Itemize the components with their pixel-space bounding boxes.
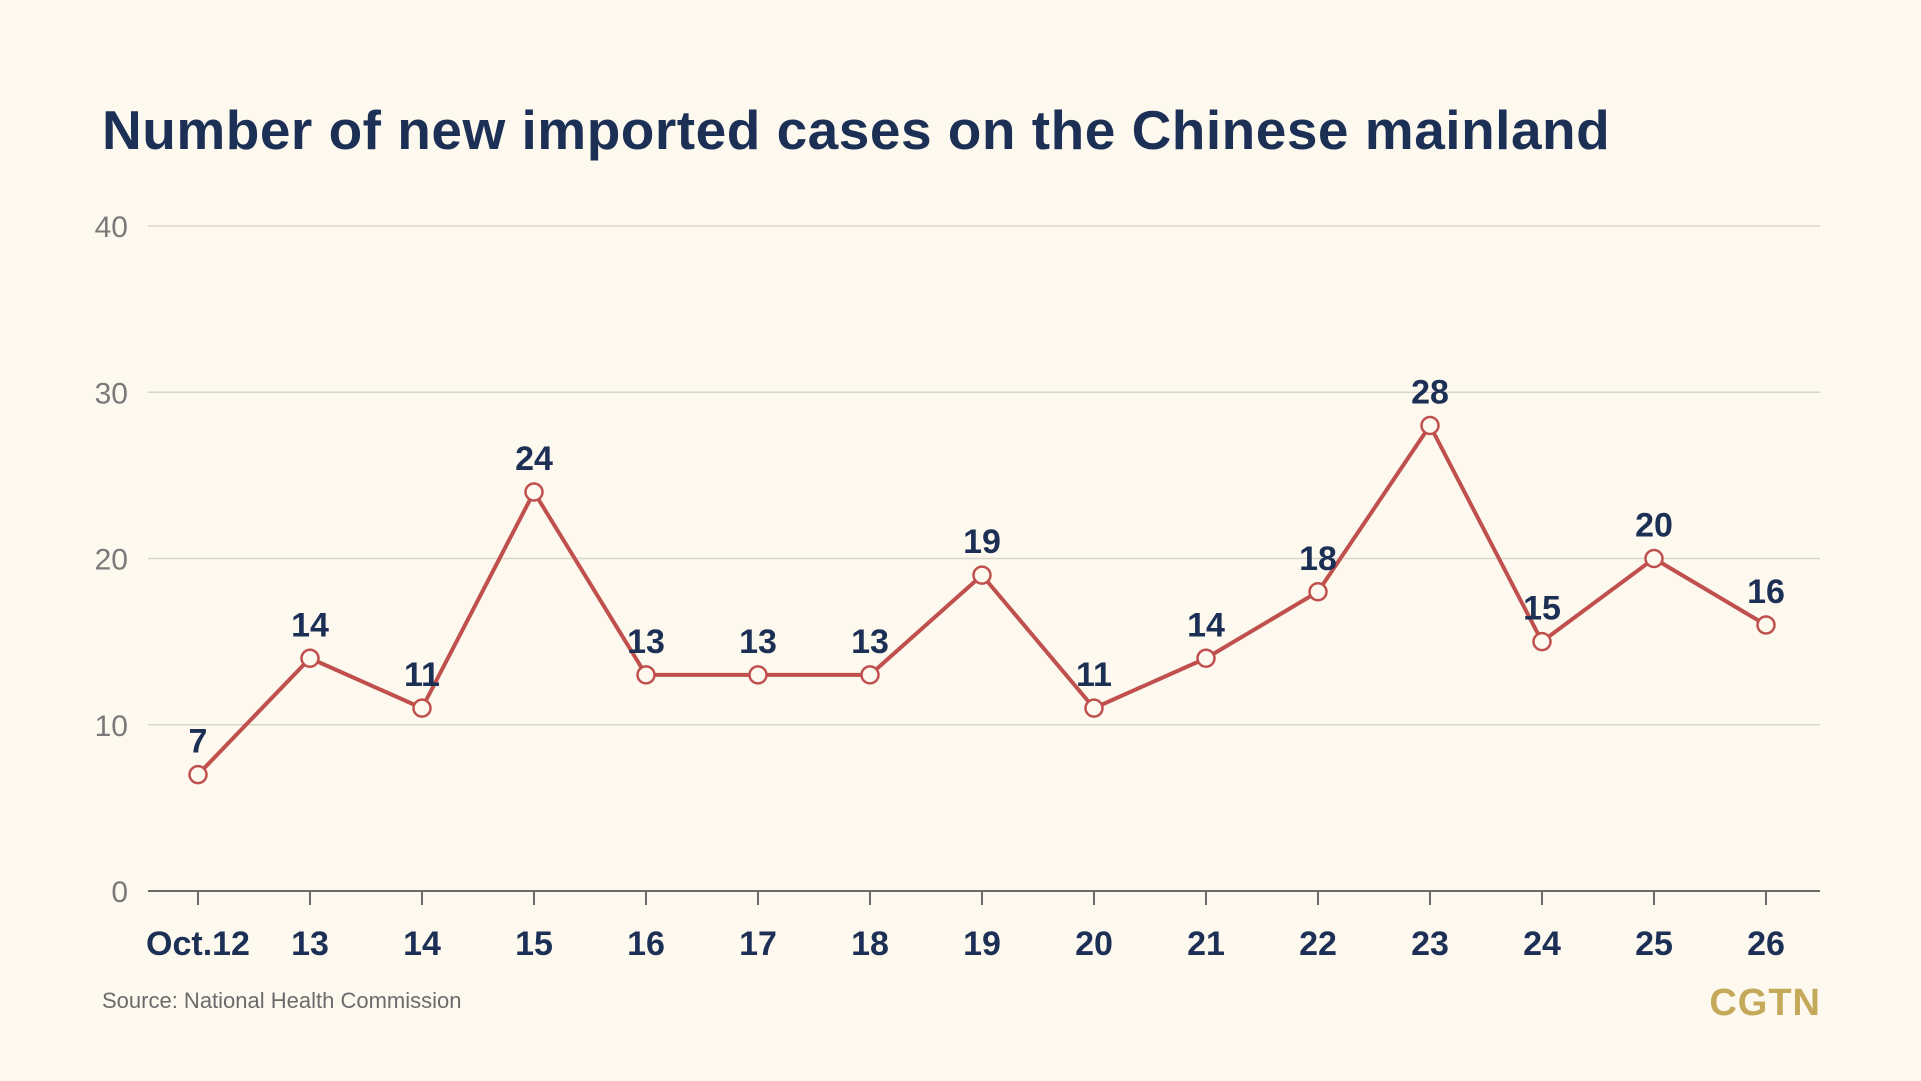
x-tick-label: 25: [1635, 925, 1673, 963]
data-point: [1420, 415, 1440, 436]
data-point: [748, 665, 768, 685]
source-note: Source: National Health Commission: [102, 988, 462, 1013]
y-tick-label: 10: [95, 710, 128, 743]
data-label: 11: [1076, 656, 1112, 694]
data-label: 19: [963, 523, 1001, 561]
data-label: 13: [851, 623, 889, 661]
x-tick-label: 17: [739, 925, 777, 963]
x-tick-label: 21: [1187, 925, 1225, 963]
x-tick-label: Oct.12: [146, 925, 250, 963]
x-tick-label: 19: [963, 925, 1001, 963]
x-tick-label: 22: [1299, 925, 1337, 963]
data-point: [972, 565, 992, 585]
data-label: 16: [1747, 573, 1785, 611]
x-tick-label: 20: [1075, 925, 1113, 963]
x-tick-label: 24: [1523, 925, 1561, 963]
x-tick-label: 16: [627, 925, 665, 963]
x-tick-label: 15: [515, 925, 553, 963]
data-label: 11: [404, 656, 440, 694]
data-point: [636, 665, 656, 685]
cgtn-logo: CGTN: [1709, 982, 1821, 1024]
data-label: 20: [1635, 507, 1673, 545]
data-point: [860, 665, 880, 685]
data-point: [1756, 615, 1776, 635]
data-point: [524, 482, 544, 502]
data-point: [300, 648, 320, 668]
data-label: 13: [739, 623, 777, 661]
data-point: [188, 764, 208, 785]
data-label: 28: [1411, 374, 1449, 412]
data-point: [1644, 548, 1664, 569]
data-label: 18: [1299, 540, 1337, 578]
data-point: [412, 698, 432, 718]
x-tick-label: 18: [851, 925, 889, 963]
data-label: 14: [291, 606, 329, 644]
x-tick-label: 23: [1411, 925, 1449, 963]
data-label: 14: [1187, 606, 1225, 644]
data-label: 13: [627, 623, 665, 661]
x-tick-label: 14: [403, 925, 441, 963]
data-point: [1308, 582, 1328, 602]
data-point: [1084, 698, 1104, 718]
chart-title: Number of new imported cases on the Chin…: [102, 99, 1611, 161]
x-tick-label: 26: [1747, 925, 1785, 963]
data-label: 24: [515, 440, 553, 478]
y-tick-label: 20: [95, 544, 128, 577]
y-tick-label: 40: [95, 211, 128, 244]
data-label: 7: [189, 723, 208, 761]
y-tick-label: 0: [111, 876, 128, 909]
x-tick-label: 13: [291, 925, 329, 963]
data-point: [1532, 631, 1552, 652]
data-point: [1196, 648, 1216, 668]
data-label: 15: [1523, 590, 1561, 628]
y-tick-label: 30: [95, 377, 128, 410]
